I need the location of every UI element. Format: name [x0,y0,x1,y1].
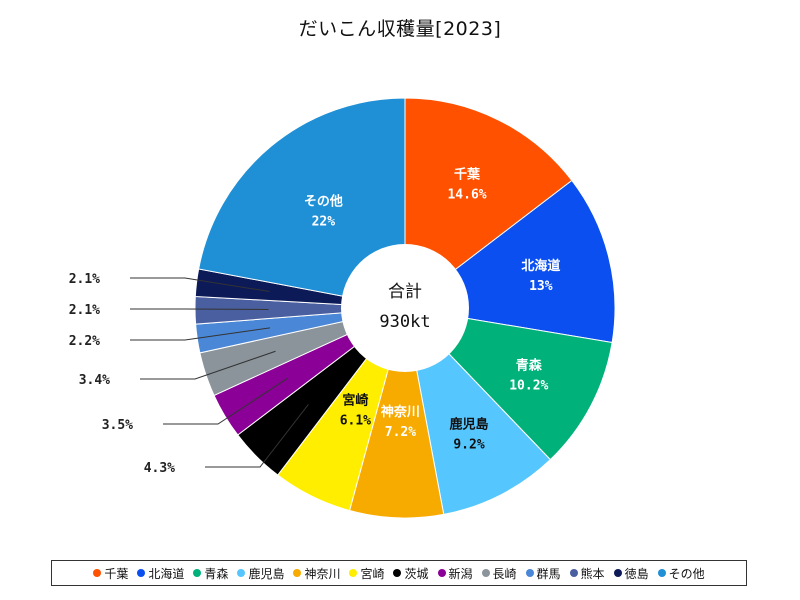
legend-item-12: その他 [657,565,705,582]
center-label: 合計 [388,282,422,302]
data-label-6: 4.3% [144,461,175,476]
legend-marker-icon [293,569,302,577]
legend-marker-icon [657,569,666,577]
slice-name-1: 北海道 [521,258,560,274]
slice-name-3: 鹿児島 [450,417,489,433]
legend-marker-icon [437,569,446,577]
slice-labels: 千葉 14.6% 北海道 13% 青森 10.2% 鹿児島 9.2% 神奈川 7.2% 宮崎 6.1%… [69,166,561,476]
slice-name-2: 青森 [516,357,543,373]
leader-line-9 [130,327,271,341]
leader-line-10 [130,308,269,311]
legend-marker-icon [481,569,490,577]
legend-item-2: 青森 [193,565,228,582]
legend-label: 群馬 [536,566,561,581]
data-label-2: 10.2% [509,378,548,393]
data-label-11: 2.1% [69,272,100,287]
leader-line-11 [130,277,270,293]
legend-marker-icon [93,569,102,577]
legend-label: 熊本 [580,566,605,581]
data-label-9: 2.2% [69,334,100,349]
legend-item-4: 神奈川 [293,565,340,582]
legend-item-11: 徳島 [613,565,649,582]
legend-label: 宮崎 [360,566,385,581]
legend-item-0: 千葉 [93,565,128,582]
data-label-5: 6.1% [340,413,371,428]
legend-marker-icon [237,569,246,577]
donut-hole [341,244,469,372]
data-label-7: 3.5% [102,418,133,433]
center-value: 930kt [379,312,430,332]
legend-marker-icon [569,569,578,577]
slice-name-12: その他 [304,193,343,209]
slice-2 [403,307,613,461]
legend-marker-icon [393,569,402,577]
legend-label: 新潟 [448,566,473,581]
legend-item-5: 宮崎 [349,565,384,582]
data-label-8: 3.4% [79,373,110,388]
leader-line-8 [140,350,276,380]
leader-line-7 [163,377,289,425]
legend-marker-icon [525,569,534,577]
legend-marker-icon [613,569,622,577]
legend-label: 神奈川 [304,566,341,581]
data-label-12: 22% [312,214,336,229]
legend-label: その他 [668,566,705,581]
legend-marker-icon [193,569,202,577]
legend-label: 北海道 [148,566,185,581]
slice-12 [198,97,406,309]
legend-item-8: 長崎 [481,565,517,582]
slice-0 [404,97,573,310]
legend-label: 青森 [204,566,229,581]
chart-title: だいこん収穫量[2023] [298,18,502,40]
data-label-3: 9.2% [453,438,484,453]
legend-item-10: 熊本 [569,565,605,582]
legend-item-9: 群馬 [525,565,561,582]
data-label-0: 14.6% [447,187,486,202]
leader-lines [130,277,309,468]
legend-label: 茨城 [404,566,429,581]
data-label-1: 13% [529,279,553,294]
slice-name-0: 千葉 [454,166,481,182]
slice-name-5: 宮崎 [342,392,368,408]
legend-marker-icon [349,569,358,577]
legend-item-3: 鹿児島 [237,565,284,582]
leader-line-6 [205,404,309,468]
legend-label: 鹿児島 [248,566,285,581]
legend-marker-icon [137,569,146,577]
legend-item-7: 新潟 [437,565,473,582]
legend-label: 長崎 [492,566,517,581]
slice-name-4: 神奈川 [381,404,420,420]
data-label-4: 7.2% [385,425,416,440]
legend: 千葉 北海道 青森 鹿児島 神奈川 宮崎 茨城 新潟 長崎 群馬 熊本 徳島 その他 [51,560,747,586]
data-label-10: 2.1% [69,303,100,318]
legend-item-6: 茨城 [393,565,429,582]
legend-label: 徳島 [624,566,649,581]
legend-label: 千葉 [104,566,129,581]
legend-item-1: 北海道 [137,565,184,582]
